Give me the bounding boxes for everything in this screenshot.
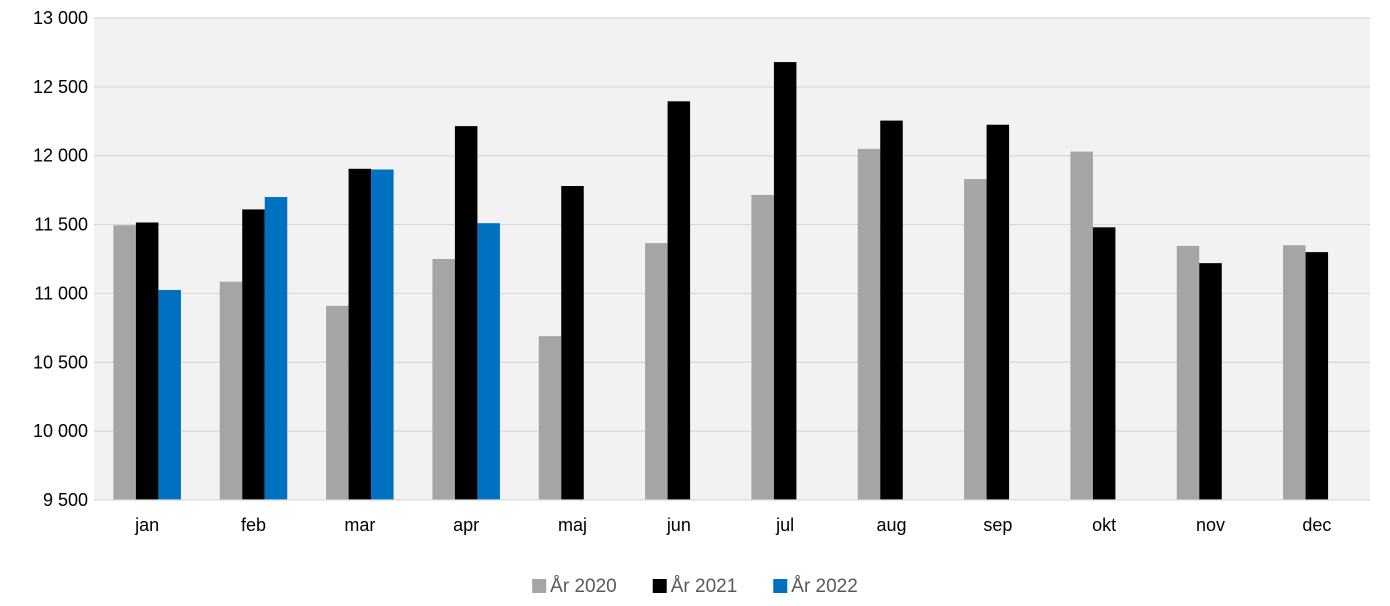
legend: År 2020 År 2021 År 2022 — [532, 576, 858, 597]
bar-år-2022-apr — [477, 223, 500, 501]
bar-år-2022-mar — [371, 169, 394, 500]
y-tick-label: 11 500 — [34, 215, 88, 235]
y-tick-label: 10 500 — [33, 352, 88, 372]
x-tick-label: dec — [1302, 515, 1331, 535]
bar-år-2021-okt — [1092, 227, 1116, 500]
bar-år-2020-nov — [1176, 245, 1200, 500]
bar-år-2021-jul — [773, 62, 797, 500]
bar-år-2020-jun — [645, 243, 668, 501]
legend-label: År 2022 — [791, 576, 858, 597]
bar-år-2020-aug — [857, 148, 881, 501]
bar-år-2020-mar — [326, 305, 349, 500]
y-tick-label: 11 000 — [34, 283, 88, 303]
bar-år-2021-dec — [1305, 252, 1329, 500]
bar-år-2022-jan — [158, 289, 181, 500]
bar-år-2020-dec — [1283, 245, 1306, 500]
bar-år-2020-sep — [964, 179, 987, 500]
bar-år-2020-apr — [432, 259, 455, 500]
bar-år-2020-feb — [219, 281, 243, 500]
gridlines — [94, 17, 1370, 432]
x-tick-label: feb — [241, 515, 266, 535]
bar-år-2021-aug — [880, 120, 903, 501]
bar-år-2021-nov — [1199, 263, 1222, 500]
legend-label: År 2021 — [671, 576, 738, 597]
x-tick-label: jun — [666, 515, 691, 535]
x-tick-label: mar — [344, 515, 375, 535]
x-axis: jan feb mar apr maj jun jul aug sep okt nov dec — [134, 515, 1331, 535]
bar-år-2022-feb — [264, 197, 288, 500]
bar-år-2021-sep — [986, 124, 1010, 500]
x-tick-label: nov — [1196, 515, 1225, 535]
bar-år-2021-apr — [454, 126, 478, 500]
bar-år-2020-jan — [113, 225, 136, 500]
y-tick-label: 13 000 — [33, 8, 88, 28]
x-tick-label: maj — [558, 515, 587, 535]
plot-area — [94, 18, 1370, 500]
bars — [113, 62, 1329, 501]
legend-label: År 2020 — [550, 576, 617, 597]
x-tick-label: sep — [983, 515, 1012, 535]
x-tick-label: okt — [1092, 515, 1116, 535]
y-tick-label: 9 500 — [43, 490, 88, 510]
x-tick-label: jul — [775, 515, 794, 535]
y-tick-label: 12 500 — [33, 77, 88, 97]
y-tick-label: 12 000 — [33, 146, 88, 166]
bar-år-2021-jun — [667, 101, 691, 501]
bar-år-2021-jan — [135, 222, 159, 500]
bar-år-2020-jul — [751, 194, 774, 500]
legend-swatch — [773, 579, 788, 593]
bar-år-2020-okt — [1070, 151, 1093, 500]
legend-swatch — [532, 579, 547, 593]
x-tick-label: jan — [134, 515, 159, 535]
bar-år-2020-maj — [538, 336, 562, 500]
bar-år-2021-maj — [561, 186, 584, 501]
x-tick-label: aug — [876, 515, 906, 535]
bar-år-2021-mar — [348, 168, 372, 500]
bar-år-2021-feb — [242, 209, 265, 500]
y-tick-label: 10 000 — [33, 421, 88, 441]
legend-swatch — [652, 579, 667, 593]
x-tick-label: apr — [453, 515, 479, 535]
y-axis: 9 500 10 000 10 500 11 000 11 500 12 000 12 50… — [33, 8, 88, 510]
